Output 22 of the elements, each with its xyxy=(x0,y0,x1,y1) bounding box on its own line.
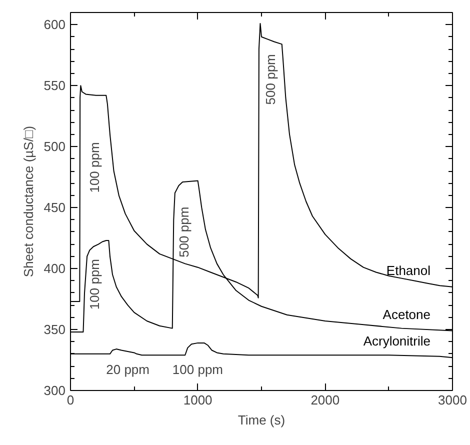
annotation: 100 ppm xyxy=(172,362,224,378)
annotation: 20 ppm xyxy=(106,362,150,378)
x-tick-label: 0 xyxy=(66,392,74,408)
annotation: 100 ppm xyxy=(87,258,102,310)
x-tick-label: 1000 xyxy=(183,392,212,408)
y-tick-label: 600 xyxy=(44,17,66,32)
x-tick-label: 2000 xyxy=(310,392,340,408)
y-tick-label: 500 xyxy=(44,139,66,154)
y-tick-label: 450 xyxy=(44,200,66,216)
legend-label: Acrylonitrile xyxy=(363,334,431,349)
y-tick-label: 350 xyxy=(44,322,66,338)
x-tick-label: 3000 xyxy=(438,392,467,408)
annotation: 500 ppm xyxy=(262,54,278,105)
y-axis-title: Sheet conductance (µS/□) xyxy=(20,126,36,278)
y-tick-label: 300 xyxy=(44,383,66,398)
y-tick-label: 550 xyxy=(44,78,66,94)
annotation: 100 ppm xyxy=(87,142,102,193)
y-tick-label: 400 xyxy=(44,261,66,276)
legend-label: Acetone xyxy=(382,306,430,322)
annotation: 500 ppm xyxy=(176,206,192,258)
x-axis-title: Time (s) xyxy=(238,412,286,428)
legend-label: Ethanol xyxy=(386,262,431,278)
